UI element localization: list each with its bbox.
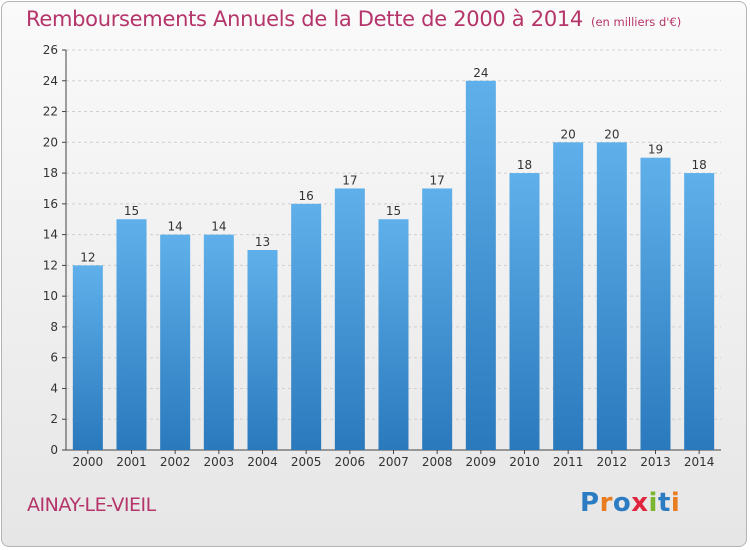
bar-2009 (465, 80, 496, 451)
x-tick-label-2013: 2013 (640, 455, 671, 469)
bar-2014 (684, 173, 715, 451)
y-tick-label: 24 (43, 74, 58, 88)
y-tick-label: 18 (43, 166, 58, 180)
logo-letter: P (580, 488, 600, 518)
x-tick-label-2002: 2002 (160, 455, 191, 469)
logo-letter: i (670, 488, 681, 518)
y-tick-label: 22 (43, 105, 58, 119)
x-tick-label-2004: 2004 (247, 455, 278, 469)
bar-2000 (72, 265, 103, 450)
data-label-2004: 13 (255, 235, 270, 249)
data-labels: 12 15 14 14 13 16 17 15 17 24 18 20 20 19 18 (80, 66, 707, 265)
data-label-2005: 16 (299, 189, 314, 203)
bar-2007 (378, 219, 409, 450)
logo-letter: r (599, 488, 613, 518)
chart-title: Remboursements Annuels de la Dette de 20… (26, 7, 681, 31)
logo-letter: i (648, 488, 658, 518)
x-tick-label-2001: 2001 (116, 455, 147, 469)
data-label-2008: 17 (430, 173, 445, 187)
data-label-2006: 17 (342, 173, 357, 187)
x-tick-label-2005: 2005 (291, 455, 322, 469)
proxiti-logo: Proxiti (580, 488, 680, 518)
logo-letter: o (612, 488, 632, 518)
logo-letter: x (631, 488, 649, 518)
x-tick-label-2006: 2006 (335, 455, 366, 469)
y-tick-label: 12 (43, 258, 58, 272)
y-tick-label: 0 (50, 443, 58, 457)
bar-2003 (203, 234, 234, 450)
bar-2006 (334, 188, 365, 450)
bar-2001 (116, 219, 147, 450)
data-label-2001: 15 (124, 204, 139, 218)
data-label-2007: 15 (386, 204, 401, 218)
y-tick-label: 10 (43, 289, 58, 303)
x-tick-label-2000: 2000 (73, 455, 104, 469)
title-unit: (en milliers d'€) (591, 15, 682, 29)
data-label-2012: 20 (604, 127, 619, 141)
x-tick-label-2011: 2011 (553, 455, 584, 469)
bar-2005 (291, 203, 322, 450)
bar-2011 (553, 142, 584, 451)
y-tick-label: 4 (50, 381, 58, 395)
data-label-2002: 14 (168, 220, 183, 234)
x-tick-label-2003: 2003 (204, 455, 235, 469)
bars (72, 80, 715, 451)
x-tick-label-2009: 2009 (466, 455, 497, 469)
data-label-2011: 20 (561, 127, 576, 141)
data-label-2000: 12 (80, 250, 95, 264)
x-tick-label-2010: 2010 (509, 455, 540, 469)
place-name: AINAY-LE-VIEIL (27, 494, 156, 516)
x-tick-label-2007: 2007 (378, 455, 409, 469)
y-tick-label: 8 (50, 320, 58, 334)
data-label-2010: 18 (517, 158, 532, 172)
data-label-2003: 14 (211, 220, 226, 234)
bar-2004 (247, 250, 278, 450)
y-tick-label: 2 (50, 412, 58, 426)
y-tick-label: 6 (50, 351, 58, 365)
data-label-2013: 19 (648, 143, 663, 157)
logo-letter: t (657, 488, 671, 518)
bar-2013 (640, 157, 671, 450)
y-tick-label: 20 (43, 135, 58, 149)
x-tick-label-2012: 2012 (597, 455, 628, 469)
data-label-2014: 18 (692, 158, 707, 172)
x-tick-label-2014: 2014 (684, 455, 715, 469)
y-tick-label: 26 (43, 43, 58, 57)
y-tick-label: 14 (43, 228, 58, 242)
bar-2008 (422, 188, 453, 450)
bar-2012 (596, 142, 627, 451)
y-tick-label: 16 (43, 197, 58, 211)
x-tick-label-2008: 2008 (422, 455, 453, 469)
data-label-2009: 24 (473, 66, 488, 80)
title-text: Remboursements Annuels de la Dette de 20… (26, 7, 583, 31)
bar-2010 (509, 173, 540, 451)
x-tick-labels: 2000 2001 2002 2003 2004 2005 2006 2007 2008 2009… (73, 455, 715, 469)
bar-2002 (160, 234, 191, 450)
